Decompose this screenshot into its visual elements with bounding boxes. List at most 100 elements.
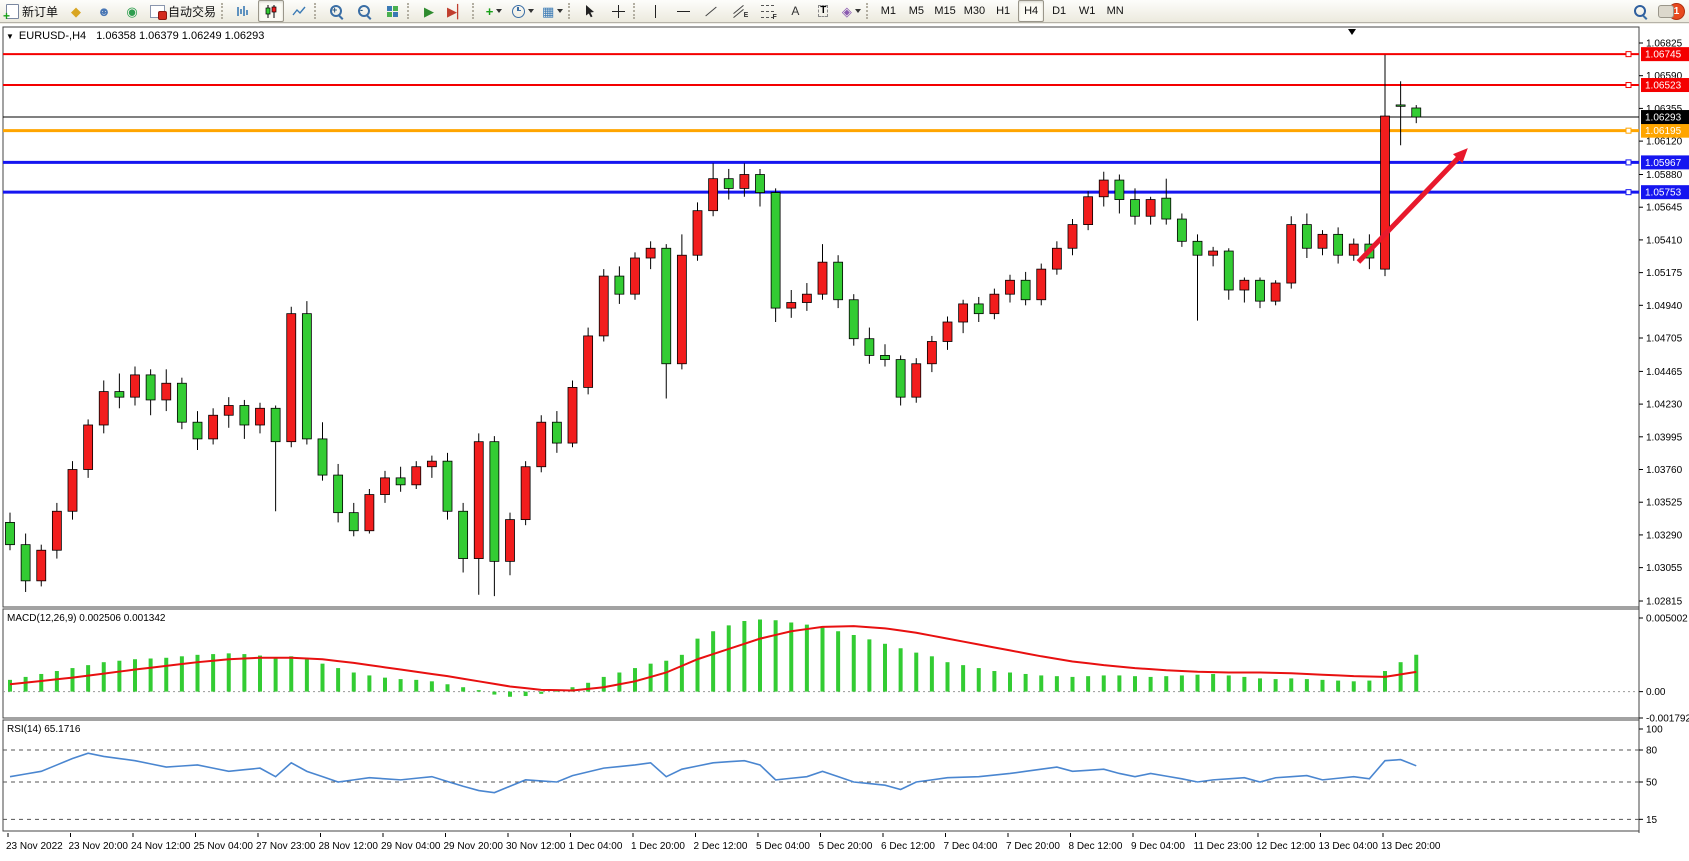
macd-axis-label: 0.00 <box>1646 687 1666 698</box>
tf-h4-button[interactable]: H4 <box>1018 0 1045 22</box>
auto-scroll-icon: ▶ <box>424 3 435 19</box>
candle-body <box>364 494 375 532</box>
tf-m30-button[interactable]: M30 <box>963 5 986 17</box>
candle-body <box>1161 197 1172 220</box>
tf-m5-button[interactable]: M5 <box>908 5 924 17</box>
person-icon: ☻ <box>97 3 111 19</box>
tf-m15-button[interactable]: M15 <box>934 5 956 17</box>
tf-h1-button[interactable]: H1 <box>996 5 1011 17</box>
candle-body <box>848 299 859 340</box>
candle-body <box>380 477 390 495</box>
community-icon[interactable]: ☻ <box>91 0 117 22</box>
chart-title: ▼ EURUSD-,H4 1.06358 1.06379 1.06249 1.0… <box>6 30 264 42</box>
candle-body <box>395 477 406 486</box>
new-order-button[interactable]: + 新订单 <box>3 3 59 23</box>
candle-body <box>442 460 453 512</box>
candlestick-series[interactable] <box>5 54 1422 597</box>
macd-panel-label: MACD(12,26,9) 0.002506 0.001342 <box>7 613 166 624</box>
search-icon <box>1634 5 1648 20</box>
fibonacci-button[interactable]: F <box>754 0 780 22</box>
cursor-button[interactable] <box>577 0 603 22</box>
zoom-out-icon: - <box>358 5 372 20</box>
candle-body <box>130 374 140 398</box>
label-button[interactable]: T <box>810 0 836 22</box>
chart-shift-marker[interactable] <box>1348 29 1356 35</box>
time-tick-label: 27 Nov 23:00 <box>256 841 316 852</box>
templates-button[interactable]: ▦ <box>539 0 566 22</box>
time-tick-label: 30 Nov 12:00 <box>506 841 566 852</box>
toolbar-separator <box>472 3 477 19</box>
candle-body <box>1005 279 1015 295</box>
trend-arrow-annotation[interactable] <box>1356 153 1463 264</box>
time-tick-label: 25 Nov 04:00 <box>194 841 254 852</box>
line-handle[interactable] <box>1625 82 1632 89</box>
candle-body <box>1083 196 1094 226</box>
candlestick-button[interactable] <box>258 0 285 22</box>
bar-chart-button[interactable] <box>230 0 256 22</box>
symbol-dropdown-icon[interactable]: ▼ <box>6 31 14 41</box>
channel-button[interactable]: E <box>726 0 752 22</box>
arrows-button[interactable]: ◈ <box>838 0 864 22</box>
autotrading-button[interactable]: 自动交易 <box>147 0 219 22</box>
line-handle[interactable] <box>1625 51 1632 58</box>
candle-body <box>801 293 812 303</box>
candle-body <box>973 303 984 315</box>
line-handle[interactable] <box>1625 189 1632 196</box>
price-label-box <box>1641 123 1689 138</box>
rsi-panel-label: RSI(14) 65.1716 <box>7 724 81 735</box>
time-tick-label: 5 Dec 04:00 <box>756 841 810 852</box>
time-axis[interactable]: 23 Nov 2022 23 Nov 20:00 24 Nov 12:00 25 No… <box>6 833 1441 852</box>
time-tick-label: 11 Dec 23:00 <box>1194 841 1253 852</box>
line-handle[interactable] <box>1625 127 1632 134</box>
gold-diamond-icon: ◆ <box>71 3 82 19</box>
candle-body <box>1067 224 1078 249</box>
svg-text:1.05753: 1.05753 <box>1645 188 1682 199</box>
notifications-button[interactable]: 1 <box>1655 0 1688 22</box>
candle-body <box>270 407 281 443</box>
chart-shift-button[interactable]: ▶▏ <box>444 0 470 22</box>
price-tick-label: 1.05175 <box>1646 268 1683 279</box>
candle-body <box>895 359 906 398</box>
candle-body <box>942 321 953 342</box>
time-tick-label: 9 Dec 04:00 <box>1131 841 1185 852</box>
gold-badge-icon[interactable]: ◆ <box>63 0 89 22</box>
tile-windows-button[interactable] <box>379 0 405 22</box>
auto-scroll-button[interactable]: ▶ <box>416 0 442 22</box>
zoom-in-button[interactable]: + <box>323 0 349 22</box>
trendline-button[interactable] <box>698 0 724 22</box>
search-button[interactable] <box>1627 0 1653 22</box>
tf-m1-button[interactable]: M1 <box>880 5 896 17</box>
candle-body <box>1130 199 1140 217</box>
candle-body <box>598 275 609 337</box>
toolbar: + 新订单 ◆ ☻ ◉ 自动交易 + - ▶ ▶▏ + ▦ E F A T ◈ M1 M5 M15 M30 H1 H4 D1 W… <box>0 0 1689 23</box>
candle-body <box>864 338 875 356</box>
vline-button[interactable] <box>642 0 668 22</box>
toolbar-separator <box>407 3 412 19</box>
indicators-button[interactable]: + <box>481 0 507 22</box>
candle-body <box>505 519 515 562</box>
text-button[interactable]: A <box>782 0 808 22</box>
candle-body <box>1301 224 1312 249</box>
crosshair-button[interactable] <box>605 0 631 22</box>
candle-body <box>880 355 890 360</box>
price-tick-label: 1.03055 <box>1646 563 1683 574</box>
candle-body <box>723 178 734 189</box>
chart-canvas[interactable]: 1.06825 1.06590 1.06355 1.06120 1.05880 1.056… <box>0 24 1689 861</box>
zoom-out-button[interactable]: - <box>351 0 377 22</box>
svg-text:1.06745: 1.06745 <box>1645 50 1682 61</box>
horizontal-line-icon <box>676 10 690 12</box>
chart-symbol-period: EURUSD-,H4 <box>18 30 87 42</box>
periods-button[interactable] <box>509 0 537 22</box>
line-chart-button[interactable] <box>286 0 312 22</box>
tf-mn-button[interactable]: MN <box>1106 5 1124 17</box>
toolbar-separator <box>633 3 638 19</box>
price-tick-label: 1.02815 <box>1646 597 1683 608</box>
candle-body <box>926 341 937 365</box>
line-handle[interactable] <box>1625 159 1632 166</box>
tf-d1-button[interactable]: D1 <box>1052 5 1067 17</box>
signal-icon[interactable]: ◉ <box>119 0 145 22</box>
time-tick-label: 23 Nov 20:00 <box>69 841 129 852</box>
hline-button[interactable] <box>670 0 696 22</box>
candle-body <box>36 549 47 582</box>
tf-w1-button[interactable]: W1 <box>1078 5 1096 17</box>
